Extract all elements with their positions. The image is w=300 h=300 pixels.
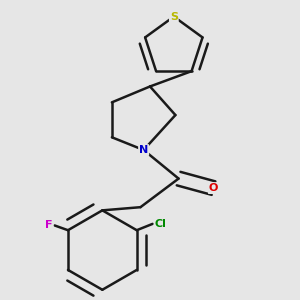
Text: S: S <box>170 12 178 22</box>
Text: N: N <box>139 145 148 155</box>
Text: F: F <box>45 220 53 230</box>
Text: Cl: Cl <box>154 219 166 229</box>
Text: O: O <box>209 183 218 193</box>
